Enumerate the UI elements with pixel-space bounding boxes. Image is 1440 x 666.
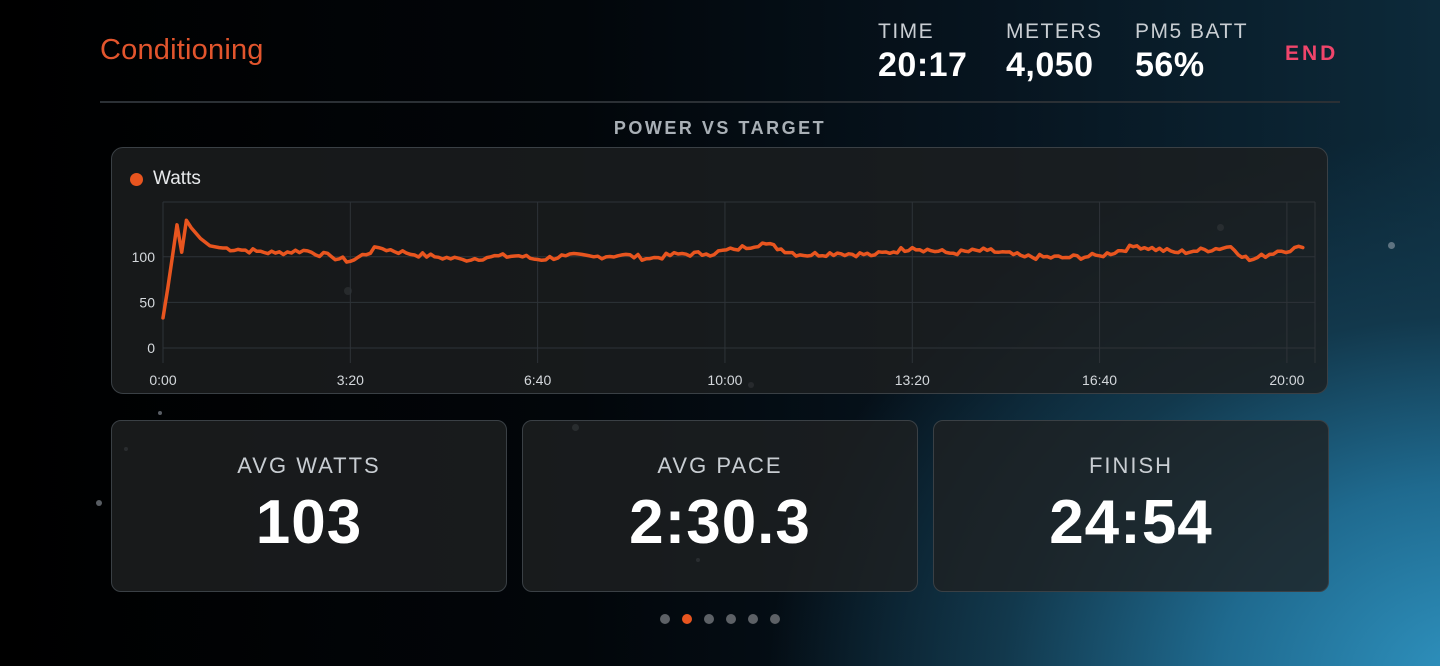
metric-card-avg-watts: AVG WATTS 103 [111, 420, 507, 592]
page-dot[interactable] [660, 614, 670, 624]
stat-time-value: 20:17 [878, 46, 968, 84]
y-tick-label: 100 [132, 249, 156, 265]
y-tick-label: 0 [147, 340, 155, 356]
background-speck [96, 500, 102, 506]
chart-legend: Watts [130, 168, 201, 190]
x-tick-label: 13:20 [895, 372, 930, 388]
page-dot[interactable] [682, 614, 692, 624]
x-tick-label: 3:20 [337, 372, 364, 388]
metric-label-finish: FINISH [1088, 453, 1174, 478]
stat-battery: PM5 BATT 56% [1135, 20, 1248, 85]
legend-label-watts: Watts [153, 168, 201, 189]
metric-label-avg-watts: AVG WATTS [237, 453, 381, 478]
end-workout-button[interactable]: END [1285, 42, 1339, 65]
stat-battery-value: 56% [1135, 46, 1205, 84]
x-tick-label: 0:00 [149, 372, 176, 388]
workout-title: Conditioning [100, 34, 264, 66]
page-dot[interactable] [704, 614, 714, 624]
metric-label-avg-pace: AVG PACE [657, 453, 783, 478]
page-dot[interactable] [748, 614, 758, 624]
stat-meters-label: METERS [1006, 20, 1103, 43]
stat-battery-label: PM5 BATT [1135, 20, 1249, 43]
power-chart-card: 0 50 100 0:00 3:20 6:40 10:00 13:20 16:40 20:00 W… [111, 147, 1328, 394]
y-tick-label: 50 [139, 294, 155, 310]
legend-swatch-watts [130, 172, 143, 186]
power-chart: 0 50 100 0:00 3:20 6:40 10:00 13:20 16:40 20:00 [132, 201, 1316, 388]
x-tick-label: 20:00 [1269, 372, 1304, 388]
x-tick-label: 6:40 [524, 372, 551, 388]
page-dot[interactable] [726, 614, 736, 624]
header-divider [100, 101, 1340, 103]
series-line-watts [161, 218, 1305, 320]
metric-value-avg-pace: 2:30.3 [629, 488, 811, 557]
chart-heading: POWER VS TARGET [613, 118, 827, 138]
x-tick-label: 16:40 [1082, 372, 1117, 388]
metric-value-finish: 24:54 [1049, 488, 1213, 557]
stat-time: TIME 20:17 [878, 20, 967, 85]
page-dot[interactable] [770, 614, 780, 624]
metric-card-avg-pace: AVG PACE 2:30.3 [522, 420, 918, 592]
stat-meters: METERS 4,050 [1006, 20, 1103, 85]
stat-time-label: TIME [878, 20, 935, 43]
metric-value-avg-watts: 103 [255, 488, 363, 557]
page-indicator [660, 614, 780, 624]
metric-card-finish: FINISH 24:54 [933, 420, 1329, 592]
x-tick-label: 10:00 [707, 372, 742, 388]
background-speck [1388, 242, 1395, 249]
background-speck [158, 411, 162, 415]
stat-meters-value: 4,050 [1006, 46, 1094, 84]
